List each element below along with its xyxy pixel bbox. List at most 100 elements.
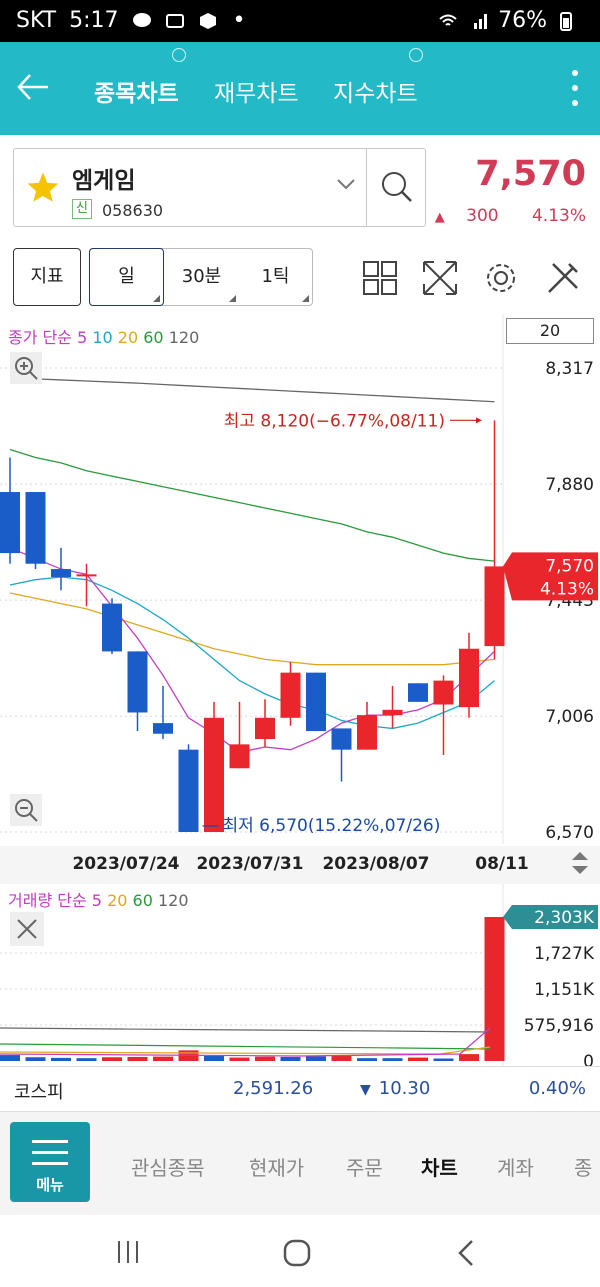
more-options-icon[interactable] xyxy=(572,70,580,115)
candle-body xyxy=(459,648,479,708)
tab-financial-chart[interactable]: 재무차트 xyxy=(214,81,299,107)
recent-apps-icon[interactable] xyxy=(115,1239,141,1265)
zoom-out-icon[interactable] xyxy=(10,794,42,826)
app-icon xyxy=(165,14,184,28)
search-button[interactable] xyxy=(366,149,426,226)
candle-body xyxy=(0,492,20,554)
menu-button[interactable]: 메뉴 xyxy=(10,1122,90,1202)
y-tick-label: 7,006 xyxy=(545,707,594,727)
ma10-line xyxy=(9,576,495,730)
settings-gear-icon[interactable] xyxy=(481,258,521,298)
price-change: ▲ 300 4.13% xyxy=(427,206,586,226)
volume-tick-label: 575,916 xyxy=(524,1016,594,1036)
menu-item-order[interactable]: 주문 xyxy=(346,1156,383,1180)
volume-bar xyxy=(25,1057,46,1061)
menu-item-watchlist[interactable]: 관심종목 xyxy=(131,1156,205,1180)
y-tick-label: 7,880 xyxy=(545,475,594,495)
battery-level: 76% xyxy=(498,8,547,33)
index-change-pct: 0.40% xyxy=(528,1078,586,1099)
volume-bar xyxy=(280,1056,301,1061)
vol-ma20-line xyxy=(0,1046,491,1055)
layout-grid-icon[interactable] xyxy=(360,258,400,298)
back-nav-icon[interactable] xyxy=(456,1239,476,1267)
volume-bar xyxy=(408,1057,428,1061)
legend-ma120: 120 xyxy=(168,328,200,347)
price-legend: 종가 단순 5 10 20 60 120 xyxy=(8,324,199,348)
volume-bar xyxy=(459,1054,479,1061)
tab-index-chart[interactable]: 지수차트 xyxy=(333,81,418,107)
volume-tick-label: 1,727K xyxy=(534,944,595,964)
volume-bar xyxy=(229,1057,250,1061)
period-30min[interactable]: 30분 xyxy=(164,249,239,305)
candle-body xyxy=(204,717,224,832)
favorite-star-icon[interactable] xyxy=(26,171,60,203)
zoom-in-icon[interactable] xyxy=(10,352,42,384)
high-annotation: 최고 8,120(−6.77%,08/11) xyxy=(224,411,445,431)
tab-stock-chart[interactable]: 종목차트 xyxy=(94,81,179,107)
period-1tick-label: 1틱 xyxy=(261,266,290,287)
indicator-button[interactable]: 지표 xyxy=(13,248,81,306)
candle-body xyxy=(433,680,454,705)
x-tick-label: 2023/07/31 xyxy=(196,854,303,874)
volume-bar xyxy=(153,1056,173,1061)
wifi-icon xyxy=(439,14,457,26)
candle-body xyxy=(102,603,122,652)
index-value: 2,591.26 xyxy=(233,1078,314,1099)
visible-count-box[interactable]: 20 xyxy=(506,318,594,344)
legend-ma20: 20 xyxy=(117,328,139,347)
signal-icon xyxy=(474,14,488,29)
menu-item-chart[interactable]: 차트 xyxy=(421,1156,458,1180)
period-daily[interactable]: 일 xyxy=(89,248,164,306)
menu-item-quote[interactable]: 현재가 xyxy=(249,1156,305,1180)
fullscreen-icon[interactable] xyxy=(420,258,460,298)
volume-tick-label: 0 xyxy=(583,1052,594,1066)
y-tick-label: 8,317 xyxy=(545,359,594,379)
candle-body xyxy=(331,728,352,750)
menu-label: 메뉴 xyxy=(36,1176,64,1194)
close-icon[interactable] xyxy=(10,912,44,946)
x-tick-label: 08/11 xyxy=(475,854,529,874)
candle-body xyxy=(357,715,377,750)
high-arrowhead xyxy=(476,417,482,424)
status-right: 76% xyxy=(432,8,572,33)
drawing-tools-icon[interactable] xyxy=(543,258,583,298)
stock-selector[interactable]: 엠게임 신 058630 xyxy=(13,148,426,227)
candle-body xyxy=(408,683,428,702)
talk-icon xyxy=(132,13,151,27)
current-price: 7,570 xyxy=(475,154,586,194)
ma20-line xyxy=(9,592,495,666)
home-icon[interactable] xyxy=(283,1239,311,1267)
index-ticker[interactable]: 코스피 2,591.26 ▼ 10.30 0.40% xyxy=(0,1066,600,1112)
candle-body xyxy=(280,672,301,718)
legend-vol-ma5: 5 xyxy=(91,891,102,910)
candle-body xyxy=(382,709,403,716)
chevron-down-icon[interactable] xyxy=(336,177,356,191)
price-legend-prefix: 종가 단순 xyxy=(8,328,72,347)
vertical-resize-icon[interactable] xyxy=(568,848,592,878)
tab-pin-icon xyxy=(409,48,423,62)
chart-area[interactable]: 종가 단순 5 10 20 60 120 20 8,317 7,880 7,443 7… xyxy=(0,314,600,884)
up-triangle-icon: ▲ xyxy=(434,210,445,225)
candle-body xyxy=(178,749,199,832)
volume-bar xyxy=(484,917,505,1061)
change-percent: 4.13% xyxy=(531,206,586,226)
back-arrow-icon[interactable] xyxy=(16,70,50,104)
candle-body xyxy=(484,566,505,647)
low-annotation: 최저 6,570(15.22%,07/26) xyxy=(223,816,441,836)
legend-vol-ma20: 20 xyxy=(107,891,128,910)
last-price-flag xyxy=(503,552,598,601)
search-icon xyxy=(382,172,412,202)
stock-name: 엠게임 xyxy=(72,168,136,194)
volume-bar xyxy=(433,1058,454,1061)
vol-ma120-line xyxy=(0,1027,491,1033)
candle-body xyxy=(153,723,173,734)
menu-item-account[interactable]: 계좌 xyxy=(497,1156,534,1180)
period-1tick[interactable]: 1틱 xyxy=(239,249,312,305)
menu-item-more[interactable]: 종 xyxy=(574,1156,593,1180)
volume-legend-prefix: 거래량 단순 xyxy=(8,891,87,910)
y-tick-label: 6,570 xyxy=(545,823,594,843)
system-navigation xyxy=(0,1215,600,1287)
index-name: 코스피 xyxy=(14,1082,64,1103)
change-amount: 300 xyxy=(466,206,499,226)
legend-vol-ma60: 60 xyxy=(132,891,153,910)
